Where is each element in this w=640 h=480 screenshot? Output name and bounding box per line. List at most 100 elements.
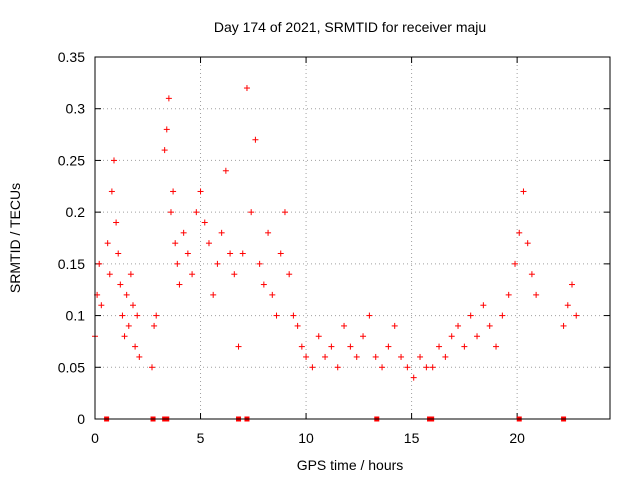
- data-point: [360, 333, 367, 340]
- data-point: [379, 364, 386, 371]
- data-point: [134, 312, 141, 319]
- y-tick-label: 0.25: [58, 152, 85, 168]
- data-point: [391, 322, 398, 329]
- data-point: [117, 281, 124, 288]
- data-point: [467, 312, 474, 319]
- y-tick-label: 0.3: [66, 101, 86, 117]
- data-point: [328, 343, 335, 350]
- data-point: [180, 229, 187, 236]
- data-point: [334, 364, 341, 371]
- data-point: [151, 322, 158, 329]
- data-point: [197, 188, 204, 195]
- y-tick-label: 0.35: [58, 49, 85, 65]
- data-point: [153, 312, 160, 319]
- data-point: [385, 343, 392, 350]
- data-point: [353, 353, 360, 360]
- data-point: [461, 343, 468, 350]
- data-point: [136, 353, 143, 360]
- data-point: [260, 281, 267, 288]
- data-point: [564, 302, 571, 309]
- data-points: [92, 85, 580, 381]
- data-point: [442, 353, 449, 360]
- data-point: [436, 343, 443, 350]
- data-point: [524, 240, 531, 247]
- y-tick-label: 0: [77, 411, 85, 427]
- y-tick-label: 0.15: [58, 256, 85, 272]
- data-point: [127, 271, 134, 278]
- data-point: [499, 312, 506, 319]
- data-point: [123, 291, 130, 298]
- data-point: [210, 291, 217, 298]
- data-point: [298, 343, 305, 350]
- data-point: [290, 312, 297, 319]
- data-point: [573, 312, 580, 319]
- chart-title: Day 174 of 2021, SRMTID for receiver maj…: [214, 19, 486, 35]
- data-point: [165, 95, 172, 102]
- data-point: [277, 250, 284, 257]
- data-point: [533, 291, 540, 298]
- data-point: [222, 167, 229, 174]
- data-point: [243, 85, 250, 92]
- plot-frame: [94, 56, 611, 420]
- data-point: [404, 364, 411, 371]
- data-point: [512, 260, 519, 267]
- data-point: [366, 312, 373, 319]
- data-point: [129, 302, 136, 309]
- data-point: [201, 219, 208, 226]
- x-tick-label: 5: [197, 430, 205, 446]
- data-point: [113, 219, 120, 226]
- data-point: [560, 322, 567, 329]
- data-point: [520, 188, 527, 195]
- data-point: [121, 333, 128, 340]
- data-point: [448, 333, 455, 340]
- data-point: [227, 250, 234, 257]
- data-point: [303, 353, 310, 360]
- data-point: [193, 209, 200, 216]
- x-axis-label: GPS time / hours: [297, 457, 404, 473]
- data-point: [315, 333, 322, 340]
- data-point: [322, 353, 329, 360]
- y-tick-label: 0.2: [66, 204, 86, 220]
- x-tick-label: 20: [509, 430, 525, 446]
- data-point: [205, 240, 212, 247]
- data-point: [294, 322, 301, 329]
- data-point: [248, 209, 255, 216]
- data-point: [239, 250, 246, 257]
- data-point: [429, 364, 436, 371]
- data-point: [218, 229, 225, 236]
- data-point: [480, 302, 487, 309]
- data-point: [231, 271, 238, 278]
- data-point: [184, 250, 191, 257]
- data-point: [252, 136, 259, 143]
- data-point: [286, 271, 293, 278]
- data-point: [341, 322, 348, 329]
- x-tick-label: 10: [298, 430, 314, 446]
- data-point: [265, 229, 272, 236]
- data-point: [569, 281, 576, 288]
- data-point: [528, 271, 535, 278]
- data-point: [172, 240, 179, 247]
- y-tick-label: 0.05: [58, 359, 85, 375]
- data-point: [516, 229, 523, 236]
- data-point: [98, 302, 105, 309]
- data-point: [108, 188, 115, 195]
- data-point: [372, 353, 379, 360]
- data-point: [176, 281, 183, 288]
- data-point: [148, 364, 155, 371]
- data-point: [106, 271, 113, 278]
- data-point: [132, 343, 139, 350]
- data-point: [423, 364, 430, 371]
- y-axis-label: SRMTID / TECUs: [7, 183, 23, 293]
- data-point: [110, 157, 117, 164]
- grid: [95, 57, 610, 419]
- data-point: [474, 333, 481, 340]
- axis-ticks: 0 0.05 0.1 0.15 0.2 0.25 0.3 0.35 0 5 10 15 20: [58, 49, 610, 446]
- data-point: [281, 209, 288, 216]
- data-point: [269, 291, 276, 298]
- data-point: [455, 322, 462, 329]
- data-point: [163, 126, 170, 133]
- data-point: [347, 343, 354, 350]
- data-point: [214, 260, 221, 267]
- y-tick-label: 0.1: [66, 308, 86, 324]
